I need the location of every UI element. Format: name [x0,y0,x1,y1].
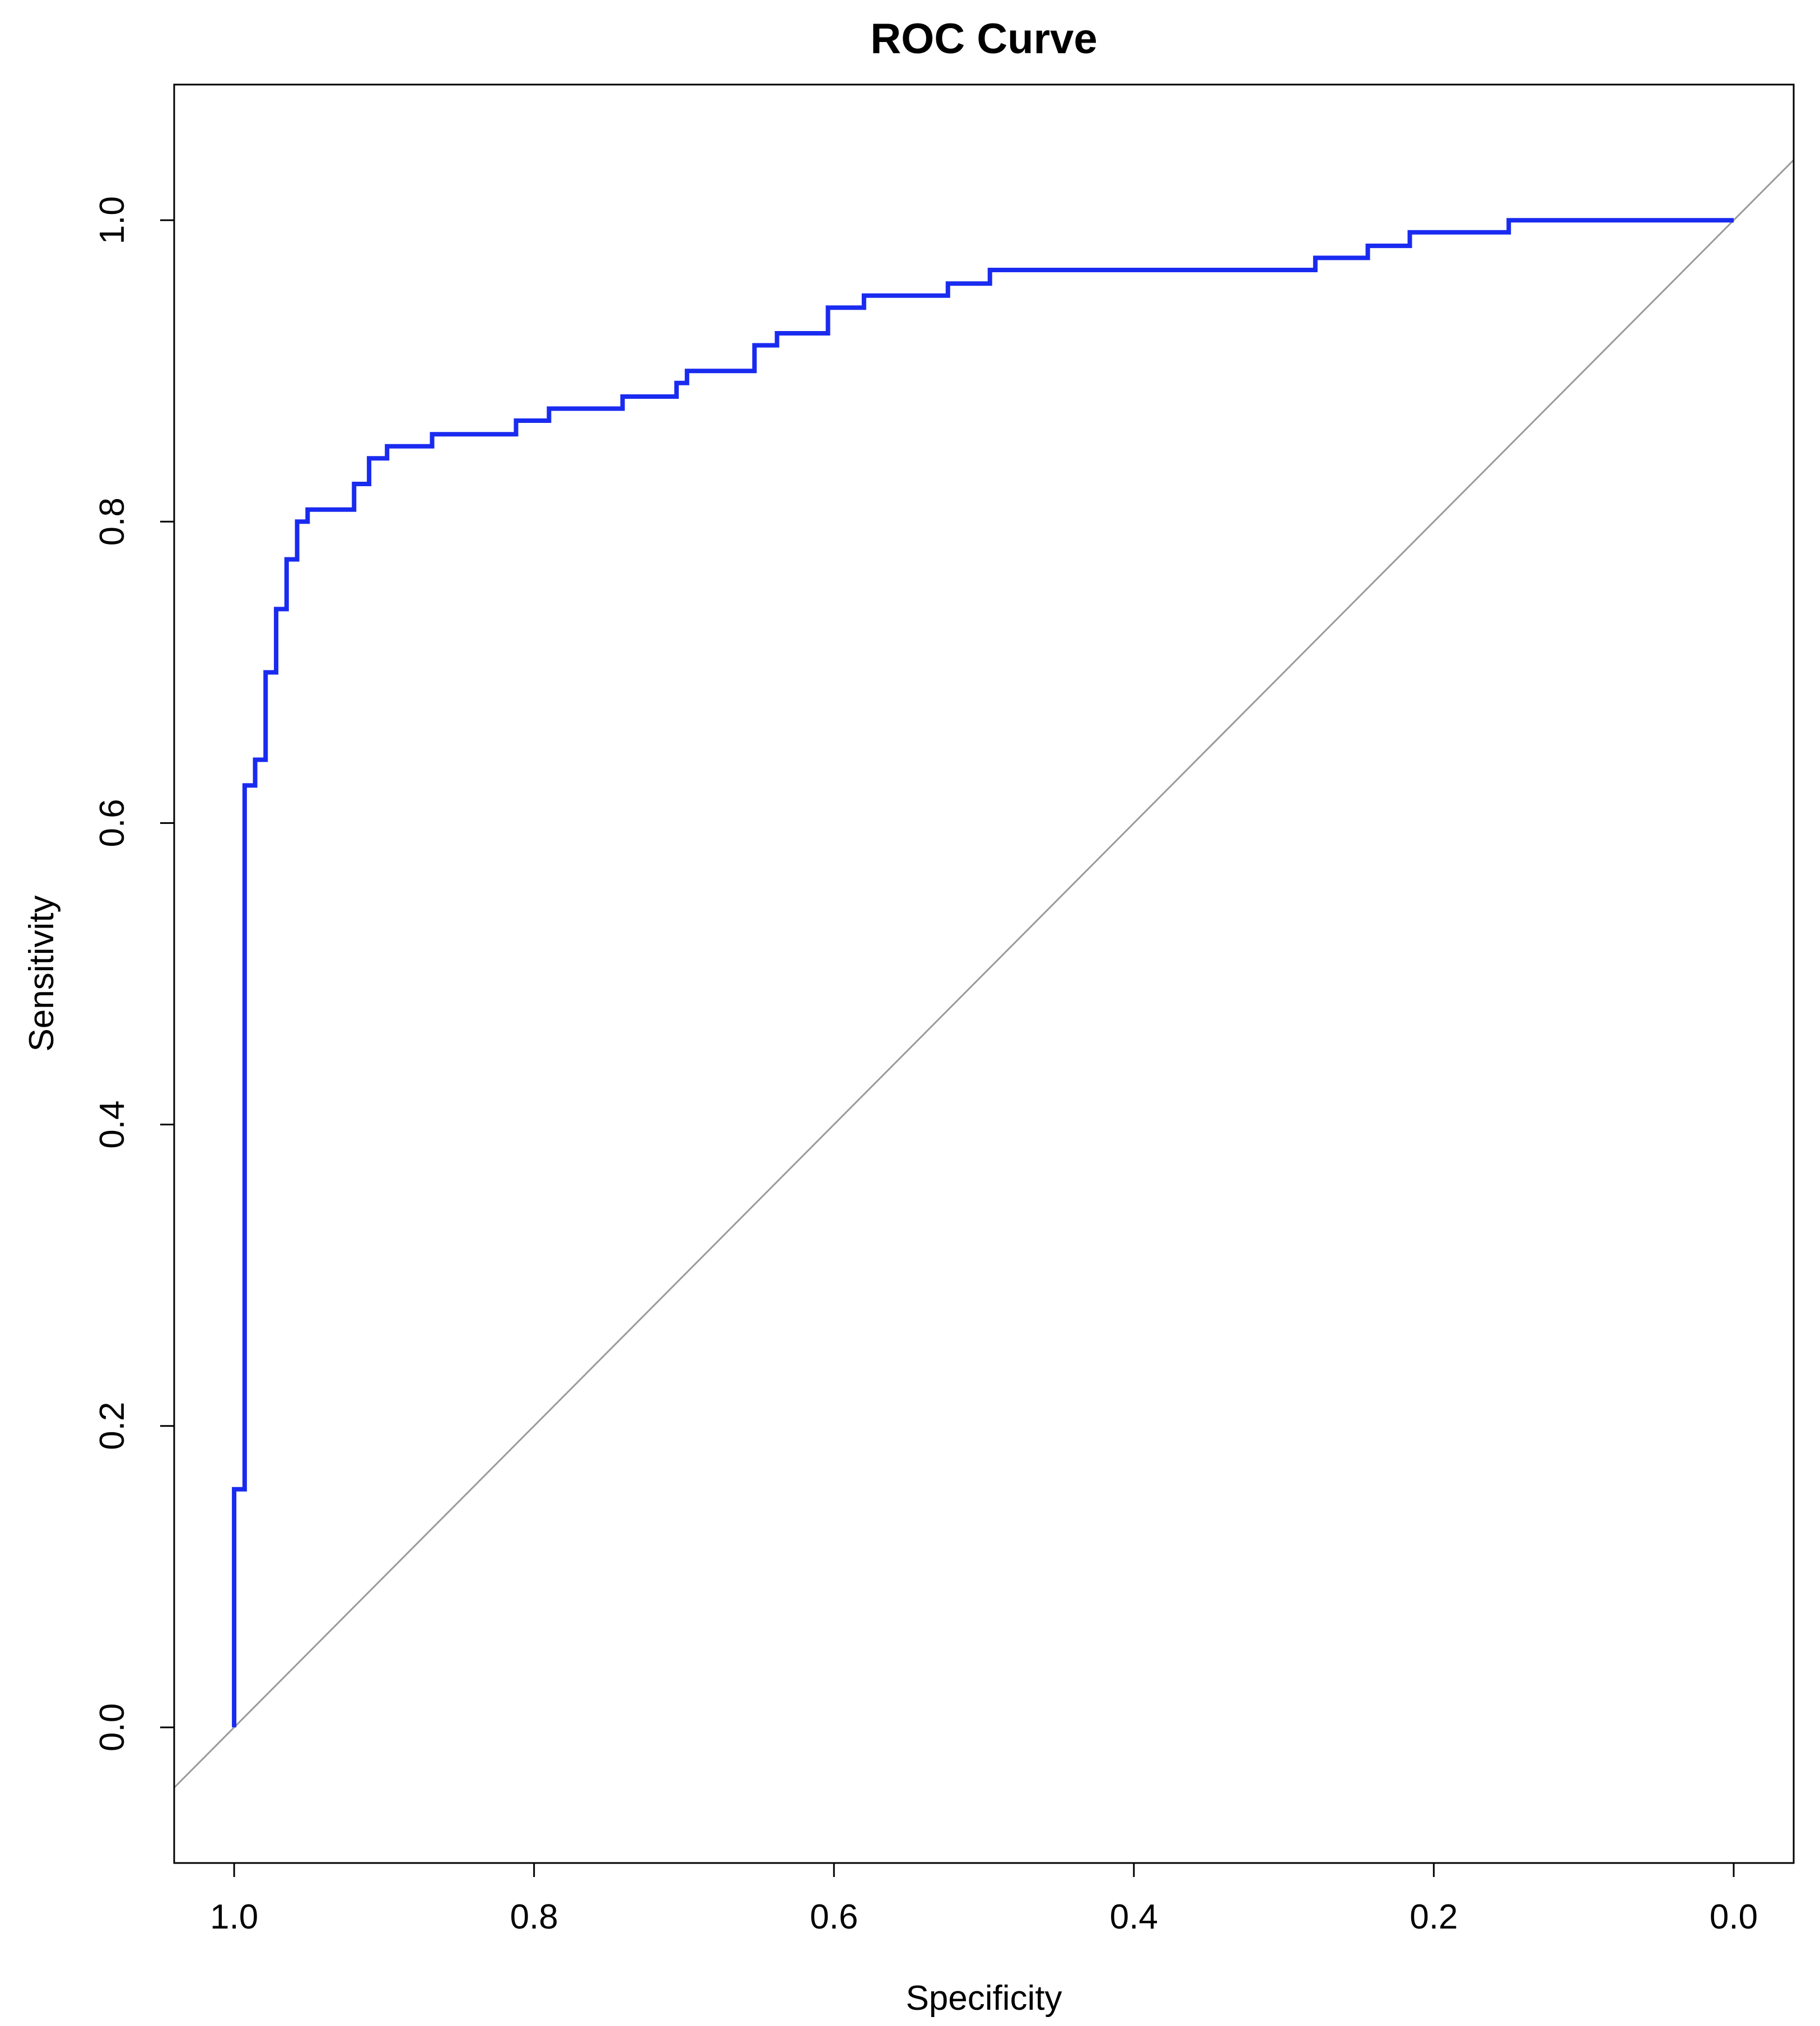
x-tick-label: 0.6 [810,1898,858,1936]
x-tick-label: 0.4 [1110,1898,1158,1936]
y-tick-label: 0.6 [93,799,132,847]
x-tick-label: 0.0 [1710,1898,1758,1936]
y-tick-label: 1.0 [93,196,132,244]
roc-series-line-0 [232,218,1734,1727]
y-tick-label: 0.2 [93,1402,132,1450]
reference-diagonal-line [174,159,1794,1789]
y-tick-label: 0.0 [93,1703,132,1752]
y-axis: 0.0 0.2 0.4 0.6 0.8 1.0 [93,196,175,1752]
chart-title: ROC Curve [870,15,1097,63]
x-axis: 1.0 0.8 0.6 0.4 0.2 0.0 [210,1862,1758,1936]
x-tick-label: 0.8 [510,1898,558,1936]
x-tick-label: 0.2 [1410,1898,1458,1936]
y-tick-label: 0.8 [93,497,132,546]
plot-marks [174,159,1794,1789]
x-tick-label: 1.0 [210,1898,258,1936]
y-tick-label: 0.4 [93,1100,132,1148]
y-axis-label: Sensitivity [22,895,61,1051]
x-axis-label: Specificity [906,1979,1062,2018]
